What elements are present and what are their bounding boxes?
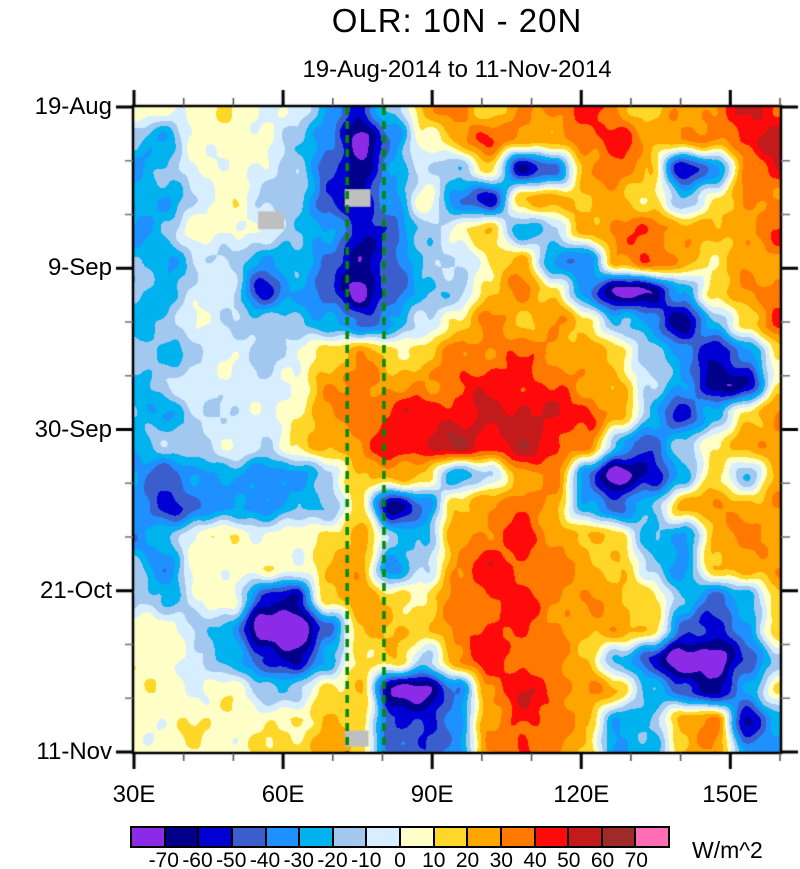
colorbar-tick-label: 10 [422, 849, 446, 869]
colorbar-segment [300, 828, 334, 846]
x-tick-label: 60E [261, 781, 305, 808]
y-tick-label: 30-Sep [34, 415, 112, 443]
colorbar-tick-label: -60 [182, 849, 213, 869]
colorbar-units-label: W/m^2 [692, 837, 763, 863]
colorbar-tick-label: 70 [624, 849, 648, 869]
colorbar-tick-label: -40 [249, 849, 281, 869]
colorbar-tick-label: -30 [283, 849, 314, 869]
colorbar-tick-label: 60 [590, 849, 615, 869]
colorbar-tick-label: 40 [523, 849, 547, 869]
colorbar [130, 826, 670, 848]
colorbar-segment [333, 828, 368, 846]
colorbar-segment [602, 828, 637, 846]
colorbar-segment [636, 828, 668, 846]
y-tick-label: 21-Oct [39, 576, 112, 604]
colorbar-tick-label: -10 [351, 849, 382, 869]
x-tick-label: 30E [112, 781, 156, 808]
colorbar-segment [165, 828, 200, 846]
colorbar-tick-label: 30 [489, 849, 513, 869]
colorbar-tick-label: 0 [394, 849, 406, 869]
colorbar-segment [199, 828, 233, 846]
colorbar-segment [367, 828, 401, 846]
colorbar-tick-label: -20 [317, 849, 348, 869]
colorbar-segment [132, 828, 166, 846]
colorbar-segment [434, 828, 469, 846]
colorbar-segment [468, 828, 502, 846]
colorbar-segment [266, 828, 301, 846]
colorbar-segment [501, 828, 536, 846]
colorbar-segment [401, 828, 435, 846]
colorbar-segment [535, 828, 570, 846]
y-tick-label: 19-Aug [34, 93, 112, 120]
x-tick-label: 90E [410, 781, 454, 808]
colorbar-tick-label: -50 [216, 849, 247, 869]
y-tick-label: 11-Nov [36, 738, 112, 765]
colorbar-tick-label: -70 [148, 849, 179, 869]
colorbar-segment [569, 828, 603, 846]
colorbar-segment [232, 828, 267, 846]
x-tick-label: 150E [702, 781, 759, 808]
colorbar-tick-label: 20 [455, 849, 480, 869]
x-tick-label: 120E [553, 781, 610, 808]
y-tick-label: 9-Sep [47, 254, 112, 282]
colorbar-tick-label: 50 [557, 849, 581, 869]
